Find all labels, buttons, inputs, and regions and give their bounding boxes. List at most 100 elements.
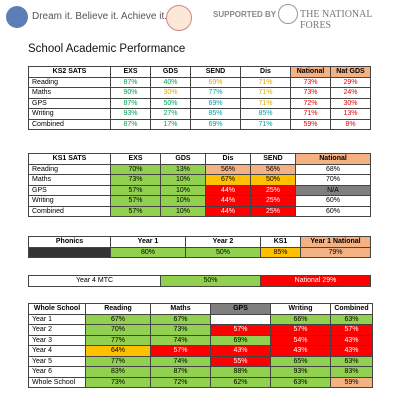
table-row: Year 2 70% 73% 57% 57% 57% [28, 324, 373, 336]
row-label: Year 6 [28, 366, 86, 378]
cell: 68% [295, 163, 371, 175]
row-label: Year 3 [28, 334, 86, 346]
cell: 44% [205, 184, 251, 196]
cell: Writing [270, 303, 331, 315]
cell: EXS [110, 66, 151, 78]
header-row: KS2 SATS EXS GDS SEND Dis National Nat GDS [28, 66, 371, 78]
table-row: Year 6 83% 87% 88% 93% 83% [28, 366, 373, 378]
row-label: Phonics [28, 236, 111, 248]
row-label: KS1 SATS [28, 153, 111, 165]
logo-text: Dream it. Believe it. Achieve it. [32, 11, 168, 22]
header-row: Phonics Year 1 Year 2 KS1 Year 1 National [28, 236, 371, 248]
table-row: Writing 57% 10% 44% 25% 60% [28, 195, 371, 207]
cell: 57% [110, 184, 161, 196]
cell: 70% [110, 163, 161, 175]
table-row: Year 5 77% 74% 55% 65% 63% [28, 355, 373, 367]
table-row: Reading 87% 40% 69% 71% 73% 29% [28, 76, 371, 88]
cell: 24% [330, 87, 371, 99]
mtc-table: Year 4 MTC 50% National 29% [28, 275, 371, 287]
cell: SEND [190, 66, 241, 78]
cell: 43% [330, 334, 373, 346]
cell: 43% [270, 345, 331, 357]
cell: 83% [330, 366, 373, 378]
cell: 87% [110, 97, 151, 109]
cell: GDS [150, 66, 191, 78]
supported-by: SUPPORTED BY [213, 10, 277, 19]
cell: GDS [160, 153, 206, 165]
row-label: Writing [28, 108, 111, 120]
cell: Nat GDS [330, 66, 371, 78]
cell: 72% [290, 97, 331, 109]
cell: 50% [250, 174, 296, 186]
cell: 65% [270, 355, 331, 367]
cell: 25% [250, 195, 296, 207]
cell: 80% [110, 246, 186, 258]
cell: 87% [110, 118, 151, 130]
cell: 83% [85, 366, 151, 378]
cell: 71% [290, 108, 331, 120]
cell: Combined [330, 303, 373, 315]
cell: 27% [150, 108, 191, 120]
cell: 43% [210, 345, 271, 357]
cell: Year 2 [185, 236, 261, 248]
cell: 77% [85, 334, 151, 346]
header-row: KS1 SATS EXS GDS Dis SEND National [28, 153, 371, 165]
cell: 85% [260, 246, 301, 258]
row-label: Year 4 [28, 345, 86, 357]
cell: 25% [250, 205, 296, 217]
row-label [28, 246, 111, 258]
cell: 85% [190, 108, 241, 120]
cell: 69% [190, 97, 241, 109]
cell: KS1 [260, 236, 301, 248]
row-label: Combined [28, 118, 111, 130]
cell: 71% [240, 118, 291, 130]
cell: 85% [240, 108, 291, 120]
cell: Maths [150, 303, 211, 315]
cell: 57% [110, 205, 161, 217]
cell: 8% [330, 118, 371, 130]
row-label: Year 1 [28, 313, 86, 325]
cell: National 29% [260, 275, 371, 287]
table-row: Maths 73% 10% 67% 50% 70% [28, 174, 371, 186]
cell: 56% [250, 163, 296, 175]
cell: Dis [240, 66, 291, 78]
row-label: KS2 SATS [28, 66, 111, 78]
table-row: Writing 93% 27% 85% 85% 71% 13% [28, 108, 371, 120]
row-label: Year 5 [28, 355, 86, 367]
row-label: Reading [28, 76, 111, 88]
cell: 87% [110, 76, 151, 88]
cell: 63% [330, 355, 373, 367]
cell: 67% [150, 313, 211, 325]
table-row: Year 1 67% 67% 66% 63% [28, 313, 373, 325]
cell: 55% [210, 355, 271, 367]
whole-school-table: Whole School Reading Maths GPS Writing Combin… [28, 303, 373, 388]
cell: 71% [240, 97, 291, 109]
cell: 56% [205, 163, 251, 175]
row-label: Combined [28, 205, 111, 217]
cell: 77% [190, 87, 241, 99]
cell: 67% [205, 174, 251, 186]
cell: 93% [270, 366, 331, 378]
cell: 10% [160, 195, 206, 207]
cell: 70% [85, 324, 151, 336]
cell: 87% [150, 366, 211, 378]
table-row: GPS 57% 10% 44% 25% N/A [28, 184, 371, 196]
cell: 69% [210, 334, 271, 346]
sponsor: THE NATIONAL FORES [300, 9, 373, 31]
cell: 73% [290, 87, 331, 99]
table-row: Year 4 MTC 50% National 29% [28, 275, 371, 287]
cell: 43% [330, 345, 373, 357]
row-label: Maths [28, 174, 111, 186]
row-label: Year 4 MTC [28, 275, 161, 287]
table-row: 80% 50% 85% 79% [28, 246, 371, 258]
ks2-table: KS2 SATS EXS GDS SEND Dis National Nat GDS Read… [28, 66, 371, 130]
row-label: Whole School [28, 376, 86, 388]
cell: 71% [240, 87, 291, 99]
cell: 57% [210, 324, 271, 336]
sponsor-icon [278, 4, 298, 24]
ks1-table: KS1 SATS EXS GDS Dis SEND National Reading 70% 1… [28, 153, 371, 217]
cell: 70% [295, 174, 371, 186]
cell: National [295, 153, 371, 165]
cell: 77% [85, 355, 151, 367]
cell: 62% [210, 376, 271, 388]
